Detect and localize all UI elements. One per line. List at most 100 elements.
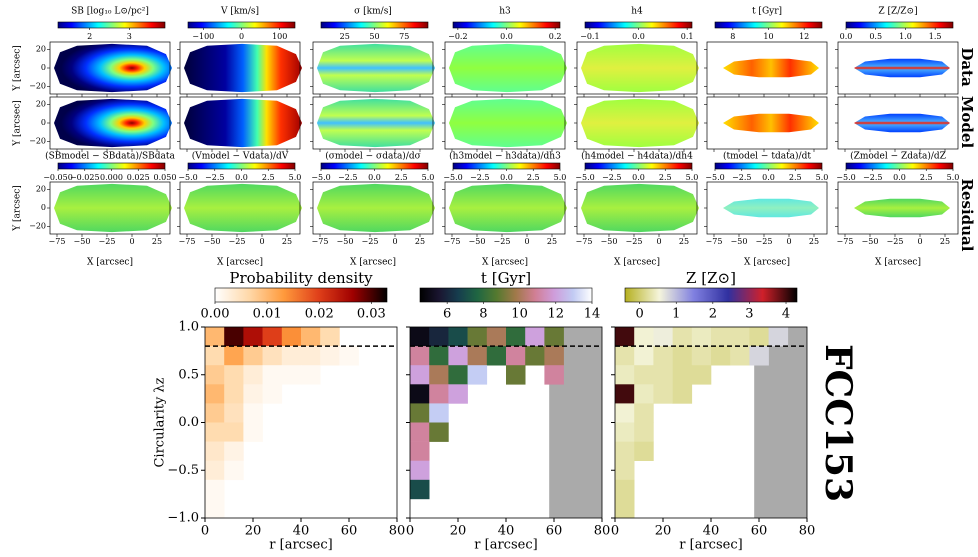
- x-tick-label: 0: [259, 237, 264, 246]
- kinematic-map: [317, 98, 435, 148]
- x-axis-label: X [arcsec]: [87, 258, 133, 268]
- heatmap-cell: [691, 327, 712, 347]
- heatmap-cell: [243, 365, 263, 385]
- kinematic-map: [317, 183, 435, 233]
- y-axis-label: Y [arcsec]: [13, 100, 23, 147]
- colorbar-tick-label: 1.5: [929, 32, 942, 41]
- heatmap-cell: [410, 479, 430, 500]
- heatmap-cell: [615, 346, 635, 366]
- colorbar-tick-label: 2.5: [659, 173, 672, 182]
- x-tick-label: 25: [679, 237, 689, 246]
- kinematic-map: [581, 43, 699, 93]
- y-tick-label: 20: [36, 99, 46, 108]
- x-axis-label: X [arcsec]: [350, 258, 396, 268]
- kinematic-map: [449, 43, 567, 93]
- x-tick-label: −25: [756, 237, 773, 246]
- colorbar-tick-label: 8: [479, 307, 487, 322]
- colorbar: [57, 162, 166, 170]
- colorbar-tick-label: 5.0: [947, 173, 960, 182]
- colorbar: [584, 21, 693, 29]
- colorbar: [320, 21, 429, 29]
- heatmap-cell: [634, 327, 654, 347]
- x-tick-label: 40: [293, 524, 310, 539]
- x-tick-label: 25: [415, 237, 425, 246]
- heatmap-cell: [205, 460, 225, 481]
- colorbar-tick-label: 0.02: [305, 307, 334, 322]
- x-tick-label: 0: [524, 237, 529, 246]
- heatmap-cell: [224, 403, 244, 423]
- heatmap-cell: [339, 346, 359, 366]
- colorbar-tick-label: 0.2: [549, 32, 562, 41]
- heatmap-cell: [448, 365, 468, 385]
- row-label: Model: [958, 96, 976, 149]
- x-tick-label: −75: [837, 237, 854, 246]
- x-tick-label: −75: [49, 237, 66, 246]
- y-tick-label: 0.0: [178, 415, 199, 430]
- heatmap-cell: [224, 441, 244, 461]
- colorbar-tick-label: 12: [799, 32, 809, 41]
- x-tick-label: 25: [152, 237, 162, 246]
- heatmap-cell: [224, 384, 244, 404]
- heatmap-cell: [262, 327, 283, 347]
- heatmap-cell: [615, 422, 635, 442]
- kinematic-map: [54, 98, 172, 148]
- heatmap-cell: [653, 365, 673, 385]
- x-tick-label: 60: [546, 524, 563, 539]
- colorbar-tick-label: 0.5: [869, 32, 882, 41]
- heatmap-cell: [691, 365, 712, 385]
- colorbar-tick-label: 0.000: [100, 173, 123, 182]
- colorbar-tick-label: −2.5: [863, 173, 882, 182]
- colorbar-tick-label: −2.5: [602, 173, 621, 182]
- map-title: h3: [499, 7, 511, 17]
- heatmap-cell: [429, 422, 449, 442]
- kinematic-map: [581, 98, 699, 148]
- heatmap-cell: [205, 441, 225, 461]
- figure-label: FCC153: [817, 344, 859, 502]
- heatmap-cell: [672, 346, 693, 366]
- kinematic-map: [54, 43, 172, 93]
- y-tick-label: 0.5: [178, 367, 199, 382]
- x-tick-label: −50: [204, 237, 221, 246]
- colorbar-tick-label: 0.0: [500, 173, 513, 182]
- x-tick-label: −25: [494, 237, 511, 246]
- x-tick-label: 20: [655, 524, 672, 539]
- x-tick-label: −75: [179, 237, 196, 246]
- residual-title: (h4model − h4data)/dh4: [581, 151, 693, 162]
- heatmap-cell: [429, 403, 449, 423]
- kinematic-map: [184, 183, 302, 233]
- heatmap-cell: [224, 422, 244, 442]
- colorbar-tick-label: 3: [745, 307, 753, 322]
- heatmap-cell: [205, 498, 225, 519]
- colorbar-tick-label: 2.5: [262, 173, 275, 182]
- heatmap-cell: [506, 327, 526, 347]
- colorbar-tick-label: 0.01: [253, 307, 282, 322]
- colorbar-tick-label: 0.0: [632, 32, 645, 41]
- heatmap-cell: [262, 346, 283, 366]
- colorbar: [57, 21, 166, 29]
- y-axis-label: Circularity λz: [153, 377, 168, 467]
- heatmap-cell: [544, 327, 564, 347]
- x-tick-label: −25: [229, 237, 246, 246]
- colorbar-tick-label: 0.0: [893, 173, 906, 182]
- heatmap-cell: [730, 327, 750, 347]
- map-title: V [km/s]: [220, 7, 259, 17]
- heatmap-cell: [544, 365, 564, 385]
- heatmap-cell: [281, 346, 302, 366]
- y-tick-label: −0.5: [167, 463, 199, 478]
- colorbar-tick-label: 12: [548, 307, 565, 322]
- heatmap-cell: [653, 384, 673, 404]
- colorbar-tick-label: 2: [709, 307, 717, 322]
- colorbar: [320, 162, 429, 170]
- heatmap-cell: [262, 384, 283, 404]
- heatmap-cell: [711, 327, 731, 347]
- heatmap-cell: [205, 346, 225, 366]
- x-tick-label: −50: [731, 237, 748, 246]
- colorbar-tick-label: −0.1: [580, 32, 599, 41]
- x-tick-label: 0: [786, 237, 791, 246]
- heatmap-cell: [506, 365, 526, 385]
- heatmap-cell: [749, 346, 769, 366]
- colorbar-tick-label: −2.5: [732, 173, 751, 182]
- x-tick-label: 80: [594, 524, 611, 539]
- residual-title: (SBmodel − SBdata)/SBdata: [45, 151, 175, 162]
